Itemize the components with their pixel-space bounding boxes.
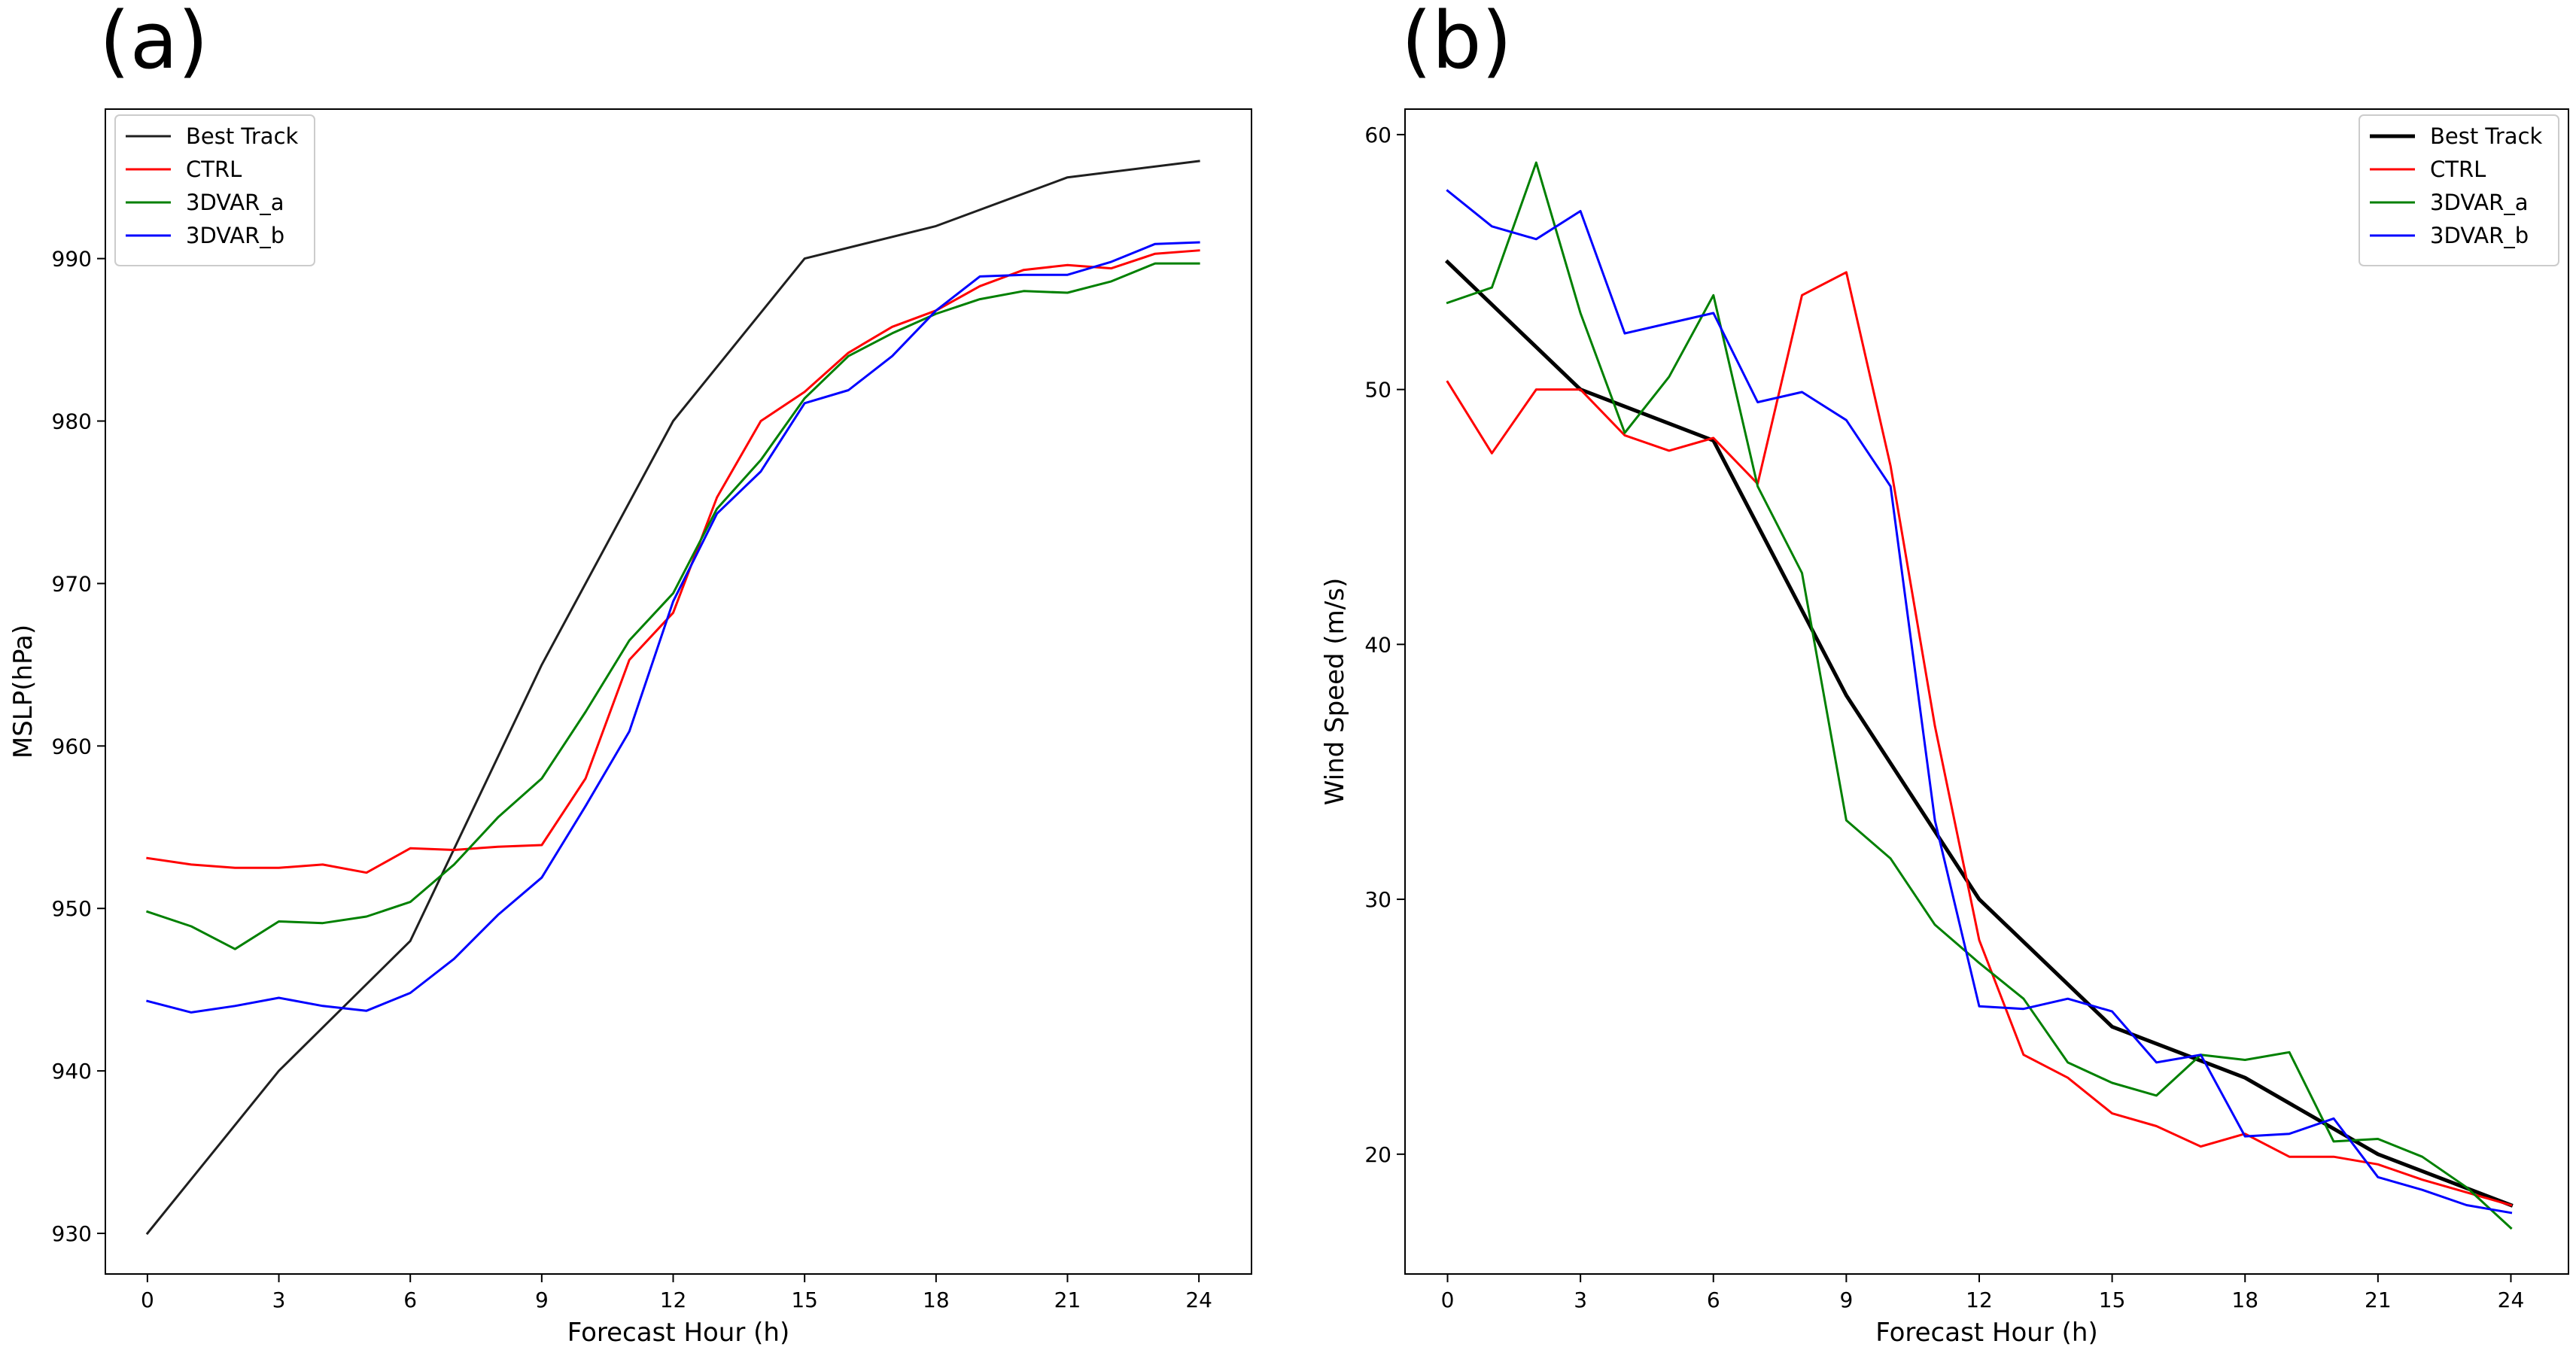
y-tick-label: 970 xyxy=(52,571,92,596)
x-tick-label: 9 xyxy=(535,1288,549,1312)
y-tick-label: 40 xyxy=(1364,632,1391,657)
panel-label: (a) xyxy=(99,0,208,87)
legend-label-3dvar-b: 3DVAR_b xyxy=(2430,223,2529,248)
legend-label-ctrl: CTRL xyxy=(2430,157,2486,182)
x-tick-label: 3 xyxy=(1574,1288,1587,1312)
panel-b: (b) 0 3 6 9 12 15 18 21 24 20 30 40 50 60 Forecast Hour… xyxy=(1320,0,2569,1348)
x-tick-label: 6 xyxy=(1707,1288,1720,1312)
plot-frame xyxy=(1404,108,2569,1275)
y-tick-label: 50 xyxy=(1364,378,1391,403)
series-line-best-track xyxy=(1444,259,2514,1208)
y-axis-label: MSLP(hPa) xyxy=(8,625,38,759)
legend-label-best-track: Best Track xyxy=(2430,123,2543,149)
legend-label-3dvar-b: 3DVAR_b xyxy=(186,223,284,248)
x-tick-label: 0 xyxy=(1441,1288,1455,1312)
x-tick-label: 0 xyxy=(141,1288,154,1312)
panel-label: (b) xyxy=(1401,0,1512,87)
series-line-3dvar-a xyxy=(1446,161,2513,1230)
legend-label-3dvar-a: 3DVAR_a xyxy=(186,190,284,215)
legend-box xyxy=(114,114,315,266)
y-tick-label: 930 xyxy=(52,1221,92,1246)
legend-label-best-track: Best Track xyxy=(186,123,299,149)
series-line-3dvar-b xyxy=(146,241,1200,1014)
legend: Best Track CTRL 3DVAR_a 3DVAR_b xyxy=(2359,114,2559,266)
y-axis-label: Wind Speed (m/s) xyxy=(1320,578,1350,805)
x-tick-label: 24 xyxy=(1185,1288,1212,1312)
y-tick-label: 940 xyxy=(52,1059,92,1084)
legend-label-3dvar-a: 3DVAR_a xyxy=(2430,190,2529,215)
y-tick-label: 60 xyxy=(1364,123,1391,147)
x-tick-label: 15 xyxy=(791,1288,818,1312)
y-tick-label: 20 xyxy=(1364,1142,1391,1167)
x-axis-label: Forecast Hour (h) xyxy=(1875,1318,2097,1348)
series-line-3dvar-b xyxy=(1446,189,2513,1215)
y-tick-label: 980 xyxy=(52,409,92,434)
x-tick-label: 6 xyxy=(403,1288,417,1312)
plot-frame xyxy=(105,108,1252,1275)
x-tick-label: 18 xyxy=(923,1288,950,1312)
x-axis-label: Forecast Hour (h) xyxy=(567,1318,789,1348)
series-line-3dvar-a xyxy=(146,262,1200,950)
y-tick-label: 990 xyxy=(52,247,92,272)
series-line-ctrl xyxy=(146,249,1200,874)
x-tick-label: 12 xyxy=(660,1288,687,1312)
y-tick-label: 950 xyxy=(52,896,92,921)
x-tick-label: 21 xyxy=(1054,1288,1081,1312)
x-tick-label: 18 xyxy=(2231,1288,2258,1312)
series-line-best-track xyxy=(145,160,1200,1236)
legend: Best Track CTRL 3DVAR_a 3DVAR_b xyxy=(114,114,315,266)
x-tick-label: 24 xyxy=(2498,1288,2525,1312)
x-tick-label: 15 xyxy=(2099,1288,2126,1312)
y-tick-label: 30 xyxy=(1364,887,1391,912)
x-tick-label: 3 xyxy=(272,1288,286,1312)
panel-a: (a) 0 3 6 9 12 15 18 21 24 930 940 950 960 970 980 990 Fo… xyxy=(8,0,1252,1348)
series-line-ctrl xyxy=(1446,271,2513,1207)
legend-label-ctrl: CTRL xyxy=(186,157,242,182)
legend-box xyxy=(2359,114,2559,266)
x-tick-label: 12 xyxy=(1966,1288,1993,1312)
x-tick-label: 21 xyxy=(2365,1288,2392,1312)
x-tick-label: 9 xyxy=(1839,1288,1853,1312)
y-tick-label: 960 xyxy=(52,734,92,759)
